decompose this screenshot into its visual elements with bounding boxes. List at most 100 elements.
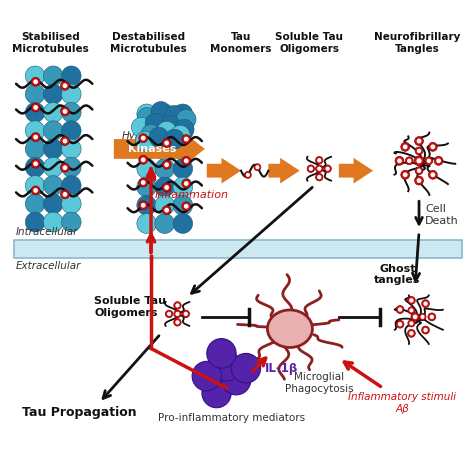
Text: Destabilised
Microtubules: Destabilised Microtubules [109,32,186,54]
Circle shape [62,175,81,195]
Circle shape [64,166,67,170]
Circle shape [326,167,329,170]
Circle shape [137,195,156,215]
Circle shape [422,300,429,308]
Text: Cell
Death: Cell Death [425,204,459,226]
Circle shape [428,313,436,321]
Circle shape [155,177,174,197]
Circle shape [25,139,45,159]
Circle shape [64,110,67,113]
Circle shape [184,182,188,185]
Circle shape [184,138,188,141]
Circle shape [44,84,63,104]
Circle shape [173,159,192,179]
Circle shape [44,121,63,141]
Text: Soluble Tau
Oligomers: Soluble Tau Oligomers [94,296,166,318]
Polygon shape [268,158,300,184]
Circle shape [316,173,323,181]
Circle shape [155,159,174,179]
Circle shape [44,66,63,86]
Circle shape [62,194,81,214]
Text: Tau Propagation: Tau Propagation [22,406,137,419]
Circle shape [149,127,169,147]
Circle shape [25,157,45,177]
Text: Tau
Hyperphos.: Tau Hyperphos. [121,120,181,141]
Circle shape [142,158,145,161]
Circle shape [173,141,192,160]
Text: Soluble Tau
Oligomers: Soluble Tau Oligomers [275,32,344,54]
Circle shape [182,156,191,165]
Circle shape [411,313,419,321]
Circle shape [415,137,423,146]
Circle shape [136,131,155,151]
Circle shape [408,329,415,337]
Circle shape [415,167,423,175]
Circle shape [173,177,192,197]
Circle shape [396,306,404,313]
Circle shape [410,332,413,335]
Circle shape [155,122,174,142]
Circle shape [182,310,190,318]
Circle shape [25,66,45,86]
Circle shape [408,159,411,162]
Circle shape [403,145,407,148]
Circle shape [316,165,323,172]
Circle shape [310,167,312,170]
Circle shape [131,117,151,137]
Circle shape [176,110,196,129]
Ellipse shape [267,310,312,347]
Text: Microglial
Phagocytosis: Microglial Phagocytosis [285,372,354,394]
Circle shape [44,175,63,195]
Circle shape [137,177,156,197]
Circle shape [176,313,179,315]
Circle shape [139,178,147,187]
Circle shape [137,214,156,234]
Circle shape [174,318,181,326]
Circle shape [44,157,63,177]
Circle shape [316,156,323,164]
Circle shape [155,214,174,234]
Circle shape [61,81,69,90]
Circle shape [62,66,81,86]
Circle shape [434,156,443,165]
Circle shape [31,78,40,86]
Circle shape [34,162,37,166]
Circle shape [137,104,156,124]
Circle shape [421,316,424,318]
Circle shape [173,214,192,234]
Circle shape [25,212,45,232]
Circle shape [428,143,437,151]
Circle shape [431,173,435,176]
Circle shape [254,164,261,170]
Circle shape [64,139,67,143]
Circle shape [399,323,401,326]
Circle shape [221,365,251,395]
Circle shape [417,179,421,182]
Circle shape [418,149,420,152]
Circle shape [62,102,81,122]
Circle shape [307,165,315,172]
Circle shape [424,329,427,331]
Circle shape [176,304,179,307]
Circle shape [155,104,174,124]
Circle shape [25,194,45,214]
Circle shape [184,205,188,208]
Circle shape [207,339,236,368]
Circle shape [417,159,421,163]
Circle shape [401,143,410,151]
Circle shape [162,183,171,192]
Circle shape [62,84,81,104]
Circle shape [415,176,423,185]
Text: Extracellular: Extracellular [16,261,82,271]
Circle shape [173,104,192,124]
Circle shape [408,296,415,304]
Circle shape [173,122,192,142]
Circle shape [157,121,176,141]
Circle shape [324,165,331,172]
Circle shape [139,156,147,164]
Circle shape [405,157,413,165]
Circle shape [428,159,430,162]
Circle shape [425,157,433,165]
Circle shape [171,125,190,145]
Circle shape [256,166,259,169]
